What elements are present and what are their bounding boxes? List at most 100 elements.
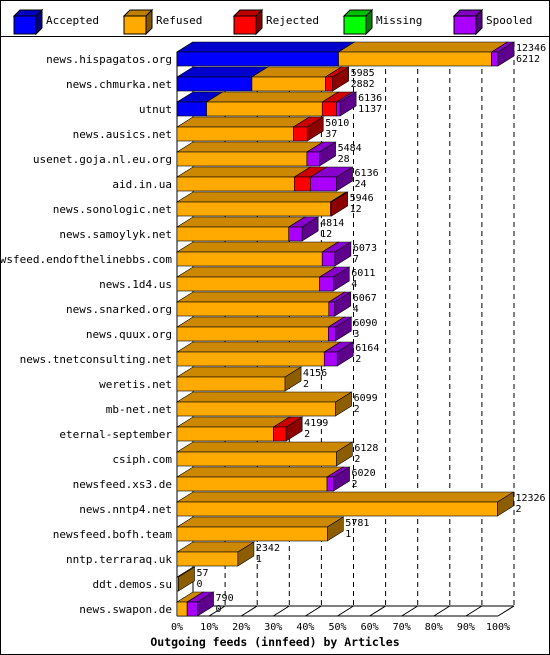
bar-usenet-goja-nl-eu-org-spooled bbox=[306, 151, 320, 167]
tick-diagonal-30 bbox=[273, 605, 290, 617]
category-label-weretis-net: weretis.net bbox=[99, 378, 172, 391]
value-label-accepted-mb-net-net: 2 bbox=[354, 404, 360, 415]
bar-news-ausics-net-refused bbox=[176, 126, 294, 142]
x-tick-label-90: 90% bbox=[457, 622, 475, 633]
value-label-accepted-newsfeed-xs3-de: 2 bbox=[352, 479, 358, 490]
bar-side-newsfeed-endofthelinebbs-com bbox=[334, 241, 352, 267]
value-label-accepted-ddt-demos-su: 0 bbox=[196, 579, 202, 590]
bar-side-csiph-com bbox=[336, 441, 353, 467]
bar-aid-in-ua-spooled bbox=[310, 176, 337, 192]
bar-news-samoylyk-net-spooled bbox=[288, 226, 303, 242]
value-label-total-eternal-september: 4199 bbox=[304, 418, 328, 429]
bar-top-news-samoylyk-net-refused bbox=[175, 216, 306, 228]
bar-usenet-goja-nl-eu-org-refused bbox=[176, 151, 308, 167]
bar-top-newsfeed-xs3-de-refused bbox=[175, 466, 345, 478]
bar-news-chmurka-net-accepted bbox=[176, 76, 253, 92]
bar-top-csiph-com-refused bbox=[175, 441, 354, 453]
category-label-news-quux-org: news.quux.org bbox=[86, 328, 172, 341]
legend-swatch-accepted bbox=[13, 15, 37, 35]
legend-label-refused: Refused bbox=[156, 14, 202, 27]
tick-diagonal-40 bbox=[305, 605, 322, 617]
bar-top-news-snarked-org-refused bbox=[175, 291, 346, 303]
bar-side-newsfeed-xs3-de bbox=[333, 466, 350, 492]
bar-side-weretis-net bbox=[284, 366, 302, 392]
bar-news-chmurka-net-rejected bbox=[325, 76, 333, 92]
category-label-news-hispagatos-org: news.hispagatos.org bbox=[46, 53, 172, 66]
legend-label-missing: Missing bbox=[376, 14, 422, 27]
x-tick-label-20: 20% bbox=[232, 622, 250, 633]
bar-side-news-ausics-net bbox=[306, 116, 324, 142]
x-tick-label-10: 10% bbox=[200, 622, 218, 633]
value-label-accepted-newsfeed-endofthelinebbs-com: 7 bbox=[353, 254, 359, 265]
value-label-accepted-usenet-goja-nl-eu-org: 28 bbox=[338, 154, 350, 165]
bar-top-news-hispagatos-org-refused bbox=[337, 41, 509, 53]
value-label-total-aid-in-ua: 6136 bbox=[355, 168, 379, 179]
value-label-accepted-news-quux-org: 3 bbox=[353, 329, 359, 340]
bar-news-snarked-org-spooled bbox=[328, 301, 336, 317]
category-label-news-1d4-us: news.1d4.us bbox=[99, 278, 172, 291]
bar-side-ddt-demos-su bbox=[178, 566, 195, 592]
tick-diagonal-50 bbox=[337, 605, 354, 617]
bar-side-mb-net-net bbox=[335, 391, 352, 417]
bar-news-ausics-net-rejected bbox=[292, 126, 308, 142]
category-label-newsfeed-xs3-de: newsfeed.xs3.de bbox=[73, 478, 172, 491]
category-label-nntp-terraraq-uk: nntp.terraraq.uk bbox=[66, 553, 172, 566]
bar-news-quux-org-refused bbox=[176, 326, 329, 342]
bar-utnut-spooled bbox=[336, 101, 341, 117]
bar-news-sonologic-net-refused bbox=[176, 201, 331, 217]
value-label-total-usenet-goja-nl-eu-org: 5484 bbox=[338, 143, 362, 154]
bar-side-news-quux-org bbox=[335, 316, 352, 342]
category-label-news-ausics-net: news.ausics.net bbox=[73, 128, 172, 141]
value-label-total-newsfeed-bofh-team: 5781 bbox=[345, 518, 369, 529]
bar-side-nntp-terraraq-uk bbox=[237, 541, 255, 567]
bar-side-usenet-goja-nl-eu-org bbox=[319, 141, 336, 167]
value-label-total-news-nntp4-net: 12326 bbox=[515, 493, 545, 504]
bar-side-newsfeed-bofh-team bbox=[327, 516, 344, 542]
chart-title: Outgoing feeds (innfeed) by Articles bbox=[150, 635, 399, 649]
bar-news-hispagatos-org-refused bbox=[338, 51, 492, 67]
bar-top-news-hispagatos-org-accepted bbox=[175, 41, 356, 53]
bar-newsfeed-xs3-de-refused bbox=[176, 476, 328, 492]
x-tick-label-0: 0% bbox=[171, 622, 183, 633]
value-label-accepted-news-tnetconsulting-net: 2 bbox=[355, 354, 361, 365]
value-label-accepted-utnut: 1137 bbox=[358, 104, 382, 115]
x-tick-label-70: 70% bbox=[393, 622, 411, 633]
legend-swatch-rejected bbox=[233, 15, 257, 35]
bar-side-news-hispagatos-org bbox=[497, 41, 515, 67]
bar-newsfeed-xs3-de-spooled bbox=[326, 476, 334, 492]
value-label-accepted-news-1d4-us: 4 bbox=[351, 279, 357, 290]
category-label-newsfeed-bofh-team: newsfeed.bofh.team bbox=[53, 528, 173, 541]
value-label-accepted-news-samoylyk-net: 12 bbox=[320, 229, 332, 240]
value-label-accepted-aid-in-ua: 24 bbox=[355, 179, 367, 190]
value-label-total-news-quux-org: 6090 bbox=[353, 318, 377, 329]
bar-news-quux-org-spooled bbox=[328, 326, 336, 342]
category-label-news-tnetconsulting-net: news.tnetconsulting.net bbox=[20, 353, 172, 366]
value-label-accepted-weretis-net: 2 bbox=[303, 379, 309, 390]
value-label-accepted-news-nntp4-net: 2 bbox=[515, 504, 521, 515]
bar-side-news-nntp4-net bbox=[497, 491, 514, 517]
value-label-accepted-news-chmurka-net: 2882 bbox=[351, 79, 375, 90]
value-label-accepted-eternal-september: 2 bbox=[304, 429, 310, 440]
legend-swatch-refused bbox=[123, 15, 147, 35]
category-label-newsfeed-endofthelinebbs-com: newsfeed.endofthelinebbs.com bbox=[0, 253, 172, 266]
value-label-total-ddt-demos-su: 57 bbox=[196, 568, 208, 579]
category-label-news-nntp4-net: news.nntp4.net bbox=[79, 503, 172, 516]
bar-side-news-1d4-us bbox=[332, 266, 350, 292]
tick-diagonal-10 bbox=[208, 605, 226, 617]
bar-eternal-september-refused bbox=[176, 426, 274, 442]
x-tick-label-80: 80% bbox=[425, 622, 443, 633]
value-label-total-news-chmurka-net: 5985 bbox=[351, 68, 375, 79]
value-label-total-news-1d4-us: 6011 bbox=[351, 268, 375, 279]
legend-swatch-spooled bbox=[453, 15, 477, 35]
category-label-csiph-com: csiph.com bbox=[112, 453, 172, 466]
bar-side-eternal-september bbox=[285, 416, 303, 442]
value-label-accepted-news-hispagatos-org: 6212 bbox=[516, 54, 540, 65]
bar-side-news-tnetconsulting-net bbox=[336, 341, 354, 367]
bar-top-newsfeed-endofthelinebbs-com-refused bbox=[175, 241, 340, 253]
tick-diagonal-70 bbox=[401, 605, 418, 617]
bar-eternal-september-rejected bbox=[273, 426, 287, 442]
value-label-accepted-news-swapon-de: 0 bbox=[216, 604, 222, 615]
value-label-total-weretis-net: 4156 bbox=[303, 368, 327, 379]
bar-top-news-1d4-us-refused bbox=[175, 266, 337, 278]
